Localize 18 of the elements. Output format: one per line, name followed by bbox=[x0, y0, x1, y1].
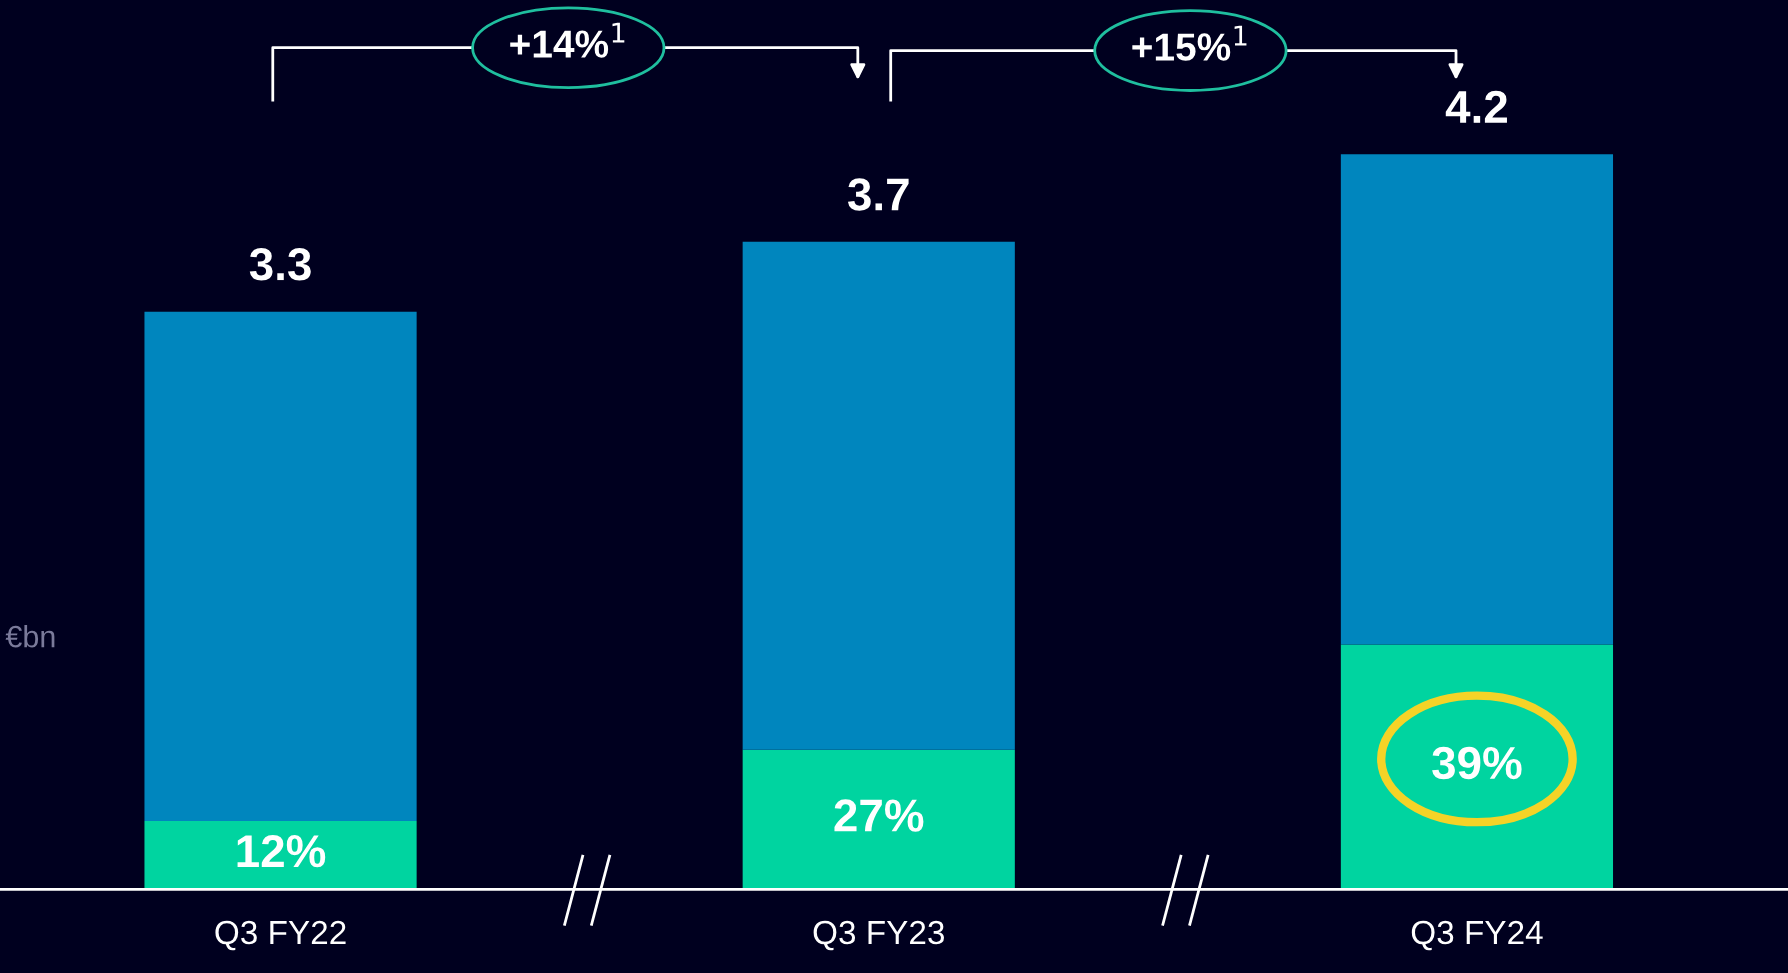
x-tick-label: Q3 FY22 bbox=[215, 920, 346, 951]
text: +14%$^{1}$ bbox=[510, 22, 625, 58]
x-tick-label: Q3 FY24 bbox=[1411, 920, 1543, 951]
bar bbox=[742, 749, 1015, 890]
annotation: 3.3 bbox=[249, 248, 311, 281]
annotation: 12% bbox=[237, 834, 326, 868]
bar bbox=[144, 820, 417, 890]
annotation: 27% bbox=[834, 799, 924, 832]
bar bbox=[1340, 644, 1614, 890]
bar bbox=[742, 241, 1015, 750]
bar bbox=[144, 311, 417, 821]
annotation: 39% bbox=[1432, 746, 1522, 780]
annotation: 3.7 bbox=[847, 178, 909, 211]
x-tick-label: Q3 FY23 bbox=[813, 920, 944, 951]
bar bbox=[1340, 154, 1614, 645]
y-axis-title: €bn bbox=[5, 625, 55, 648]
text: +15%$^{1}$ bbox=[1132, 25, 1247, 61]
text: 4.2 bbox=[1445, 90, 1507, 123]
